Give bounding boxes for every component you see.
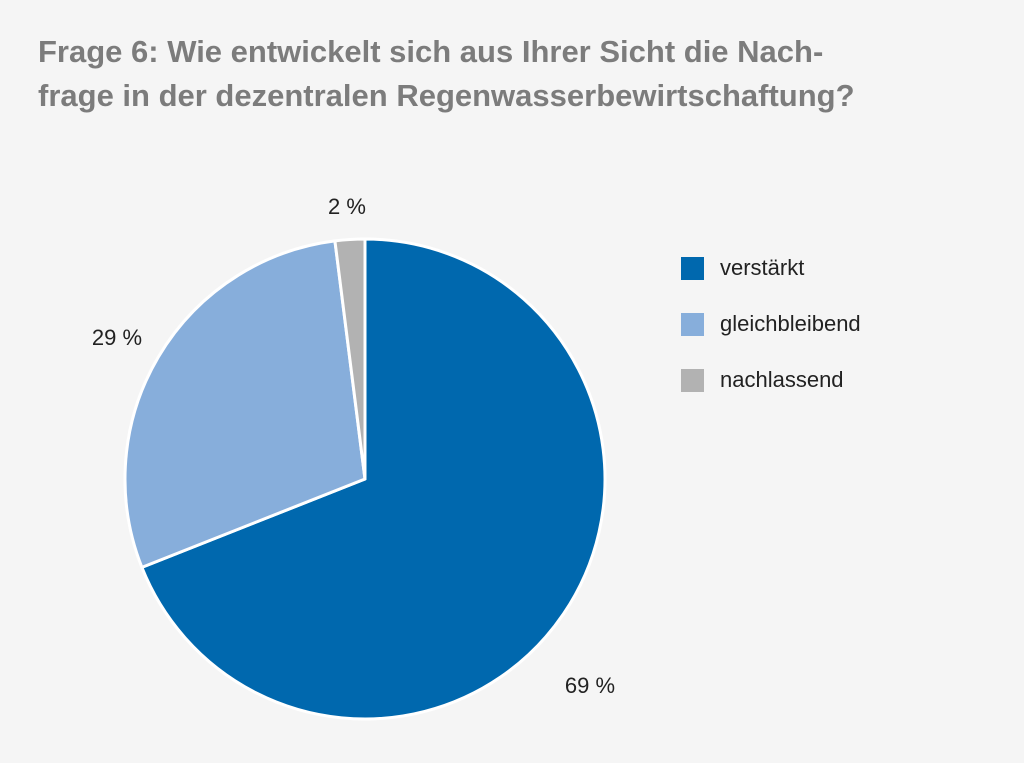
legend: verstärkt gleichbleibend nachlassend: [681, 255, 861, 408]
data-label-0: 69 %: [565, 673, 615, 698]
pie-slice-2: [333, 237, 367, 481]
chart-title: Frage 6: Wie entwickelt sich aus Ihrer S…: [38, 30, 998, 118]
pie-slice-1: [123, 239, 367, 569]
legend-swatch: [681, 256, 704, 280]
pie-slice-0: [140, 237, 607, 721]
title-line-2: frage in der dezentralen Regenwasserbewi…: [38, 78, 855, 113]
legend-item-nachlassend: nachlassend: [681, 352, 861, 408]
legend-item-gleichbleibend: gleichbleibend: [681, 296, 861, 352]
title-line-1: Frage 6: Wie entwickelt sich aus Ihrer S…: [38, 34, 824, 69]
legend-label: gleichbleibend: [720, 311, 861, 336]
legend-item-verstaerkt: verstärkt: [681, 240, 861, 296]
legend-swatch: [681, 368, 704, 392]
data-label-2: 2 %: [328, 194, 366, 219]
legend-swatch: [681, 312, 704, 336]
data-label-1: 29 %: [92, 325, 142, 350]
legend-label: verstärkt: [720, 255, 805, 280]
legend-label: nachlassend: [720, 367, 844, 392]
